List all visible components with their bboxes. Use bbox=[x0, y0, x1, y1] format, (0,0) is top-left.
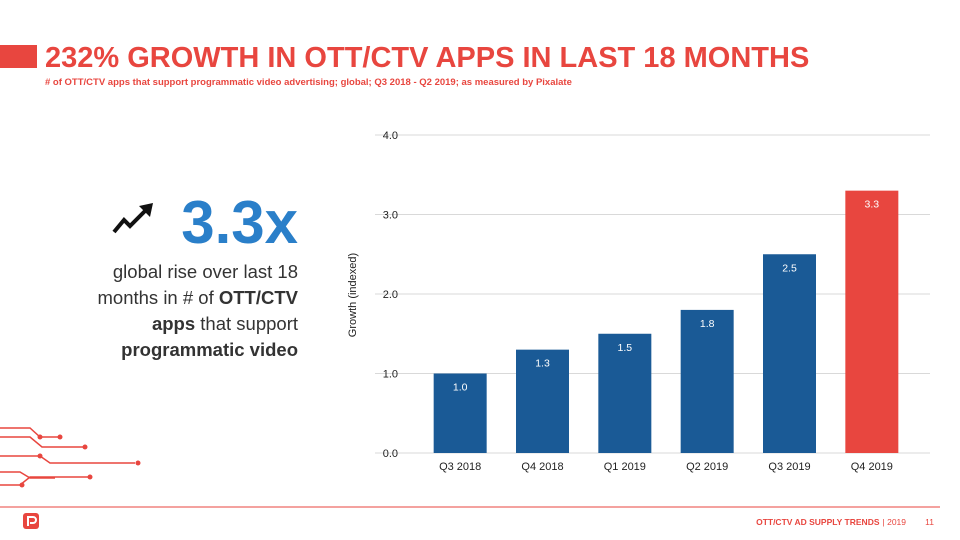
footer: OTT/CTV AD SUPPLY TRENDS | 2019 bbox=[756, 517, 906, 527]
value-label: 3.3 bbox=[865, 199, 880, 211]
description-segment: apps bbox=[152, 313, 195, 334]
bar bbox=[680, 309, 734, 453]
y-tick-label: 2.0 bbox=[383, 289, 398, 301]
y-tick-label: 1.0 bbox=[383, 369, 398, 381]
x-tick-label: Q4 2019 bbox=[851, 461, 893, 473]
x-tick-label: Q4 2018 bbox=[521, 461, 563, 473]
bar bbox=[763, 254, 816, 453]
y-axis-label: Growth (indexed) bbox=[347, 253, 359, 337]
description: global rise over last 18 months in # of O… bbox=[98, 261, 299, 360]
y-tick-label: 3.0 bbox=[383, 210, 398, 222]
x-tick-label: Q3 2019 bbox=[768, 461, 810, 473]
bar bbox=[516, 349, 569, 453]
x-tick-label: Q3 2018 bbox=[439, 461, 481, 473]
bar bbox=[433, 373, 487, 453]
bar bbox=[598, 333, 652, 453]
description-line: global rise over last 18 bbox=[113, 261, 298, 282]
description-line: apps that support bbox=[152, 313, 298, 334]
circuit-dots bbox=[19, 434, 141, 488]
page-number: 11 bbox=[925, 517, 934, 527]
description-line: months in # of OTT/CTV bbox=[98, 287, 299, 308]
description-segment: that support bbox=[195, 313, 298, 334]
x-tick-label: Q1 2019 bbox=[604, 461, 646, 473]
description-segment: programmatic video bbox=[121, 339, 298, 360]
description-segment: global rise over last 18 bbox=[113, 261, 298, 282]
value-label: 1.8 bbox=[700, 318, 715, 330]
value-label: 1.3 bbox=[535, 358, 550, 370]
footer-title: OTT/CTV AD SUPPLY TRENDS bbox=[756, 517, 880, 527]
circuit-decoration bbox=[0, 427, 135, 486]
description-line: programmatic video bbox=[121, 339, 298, 360]
footer-year: | 2019 bbox=[883, 517, 907, 527]
trend-icon-head bbox=[139, 203, 153, 217]
description-segment: months in # of bbox=[98, 287, 219, 308]
x-tick-label: Q2 2019 bbox=[686, 461, 728, 473]
bar bbox=[845, 190, 899, 453]
trend-icon bbox=[112, 208, 148, 234]
slide-subtitle: # of OTT/CTV apps that support programma… bbox=[45, 77, 572, 88]
description-segment: OTT/CTV bbox=[219, 287, 299, 308]
title-accent bbox=[0, 45, 37, 68]
value-label: 2.5 bbox=[782, 262, 797, 274]
logo bbox=[23, 513, 39, 529]
slide-title: 232% GROWTH IN OTT/CTV APPS IN LAST 18 M… bbox=[45, 42, 809, 74]
value-label: 1.5 bbox=[618, 342, 633, 354]
value-label: 1.0 bbox=[453, 382, 468, 394]
headline: 3.3x bbox=[181, 189, 298, 256]
y-tick-label: 0.0 bbox=[383, 448, 398, 460]
y-tick-label: 4.0 bbox=[383, 130, 398, 142]
